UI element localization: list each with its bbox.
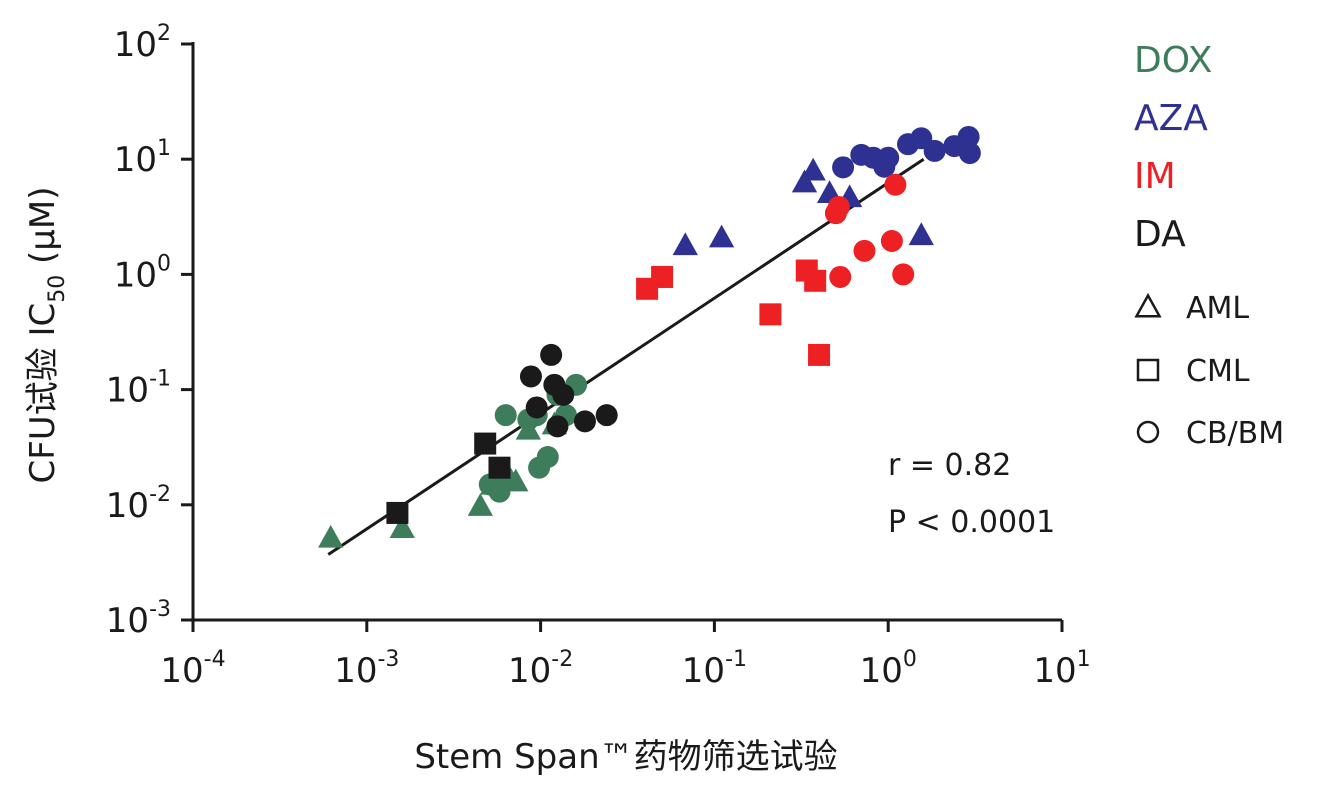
data-point (827, 195, 850, 218)
regression-line (327, 157, 925, 556)
legend-type-label: CB/BM (1186, 416, 1284, 451)
series-im-square (636, 259, 831, 366)
series-da-square (386, 432, 511, 524)
legend-square-icon (1136, 358, 1160, 382)
data-point (494, 404, 517, 427)
legend-drug-da: DA (1134, 214, 1186, 255)
legend-circle-icon (1136, 420, 1160, 444)
data-point (708, 224, 735, 248)
legend-drug-aza: AZA (1134, 98, 1208, 139)
data-point (595, 404, 618, 427)
data-point (540, 343, 563, 366)
data-point (800, 157, 826, 181)
y-axis-title: CFU试验 IC50 (μM) (23, 186, 70, 483)
x-tick-label: 10-2 (508, 647, 573, 691)
y-tick-label: 102 (114, 21, 171, 65)
legend-drug-im: IM (1134, 156, 1176, 197)
y-tick-label: 101 (114, 136, 171, 180)
x-tick-label: 100 (860, 647, 917, 691)
series-da-circle (519, 343, 618, 438)
data-point (573, 410, 596, 433)
data-point (957, 125, 980, 148)
data-points (318, 125, 981, 548)
y-axis-title-subscript: 50 (45, 275, 70, 303)
data-point (467, 493, 493, 516)
data-point (318, 524, 344, 548)
data-point (474, 432, 497, 455)
series-aza-circle (832, 125, 981, 179)
data-point (804, 269, 827, 292)
y-axis-title-unit: (μM) (23, 186, 63, 274)
data-point (651, 265, 674, 288)
y-axis-title-main: CFU试验 IC (23, 303, 63, 484)
data-point (832, 156, 855, 179)
data-point (958, 142, 981, 165)
regression-line-group (327, 157, 925, 556)
legend-drug-dox: DOX (1134, 40, 1212, 81)
data-point (389, 515, 415, 539)
series-im-circle (824, 173, 915, 288)
x-tick-label: 101 (1033, 647, 1090, 691)
data-point (791, 169, 818, 193)
stat-p: P < 0.0001 (888, 505, 1055, 540)
x-tick-label: 10-4 (160, 647, 225, 691)
y-tick-label: 10-1 (106, 367, 171, 411)
data-point (808, 343, 831, 366)
legend: DOX AZA IM DA AML CML CB/BM (1134, 40, 1284, 451)
data-point (853, 239, 876, 262)
data-point (386, 501, 409, 524)
legend-triangle-icon (1134, 292, 1162, 318)
legend-type-label: CML (1186, 354, 1250, 389)
x-axis-title: Stem Span™药物筛选试验 (414, 737, 837, 777)
y-tick-label: 10-3 (106, 597, 171, 641)
x-tick-label: 10-1 (682, 647, 747, 691)
stat-r: r = 0.82 (888, 448, 1011, 483)
x-tick-label: 10-3 (334, 647, 399, 691)
data-point (519, 365, 542, 388)
legend-type-label: AML (1186, 291, 1249, 326)
y-tick-label: 100 (114, 251, 171, 295)
data-point (488, 456, 511, 479)
data-point (488, 480, 511, 503)
data-point (923, 139, 946, 162)
data-point (546, 415, 569, 438)
data-point (672, 232, 698, 256)
data-point (884, 173, 907, 196)
data-point (525, 396, 548, 419)
data-point (880, 229, 903, 252)
data-point (503, 468, 529, 492)
data-point (877, 146, 900, 169)
data-point (892, 263, 915, 286)
data-point (759, 303, 782, 326)
y-tick-label: 10-2 (106, 482, 171, 526)
axes: 10-4 10-3 10-2 10-1 100 101 10-3 10-2 10-1 100 101… (106, 21, 1091, 691)
data-point (829, 265, 852, 288)
data-point (552, 383, 575, 406)
data-point (908, 222, 934, 246)
data-point (536, 445, 559, 468)
